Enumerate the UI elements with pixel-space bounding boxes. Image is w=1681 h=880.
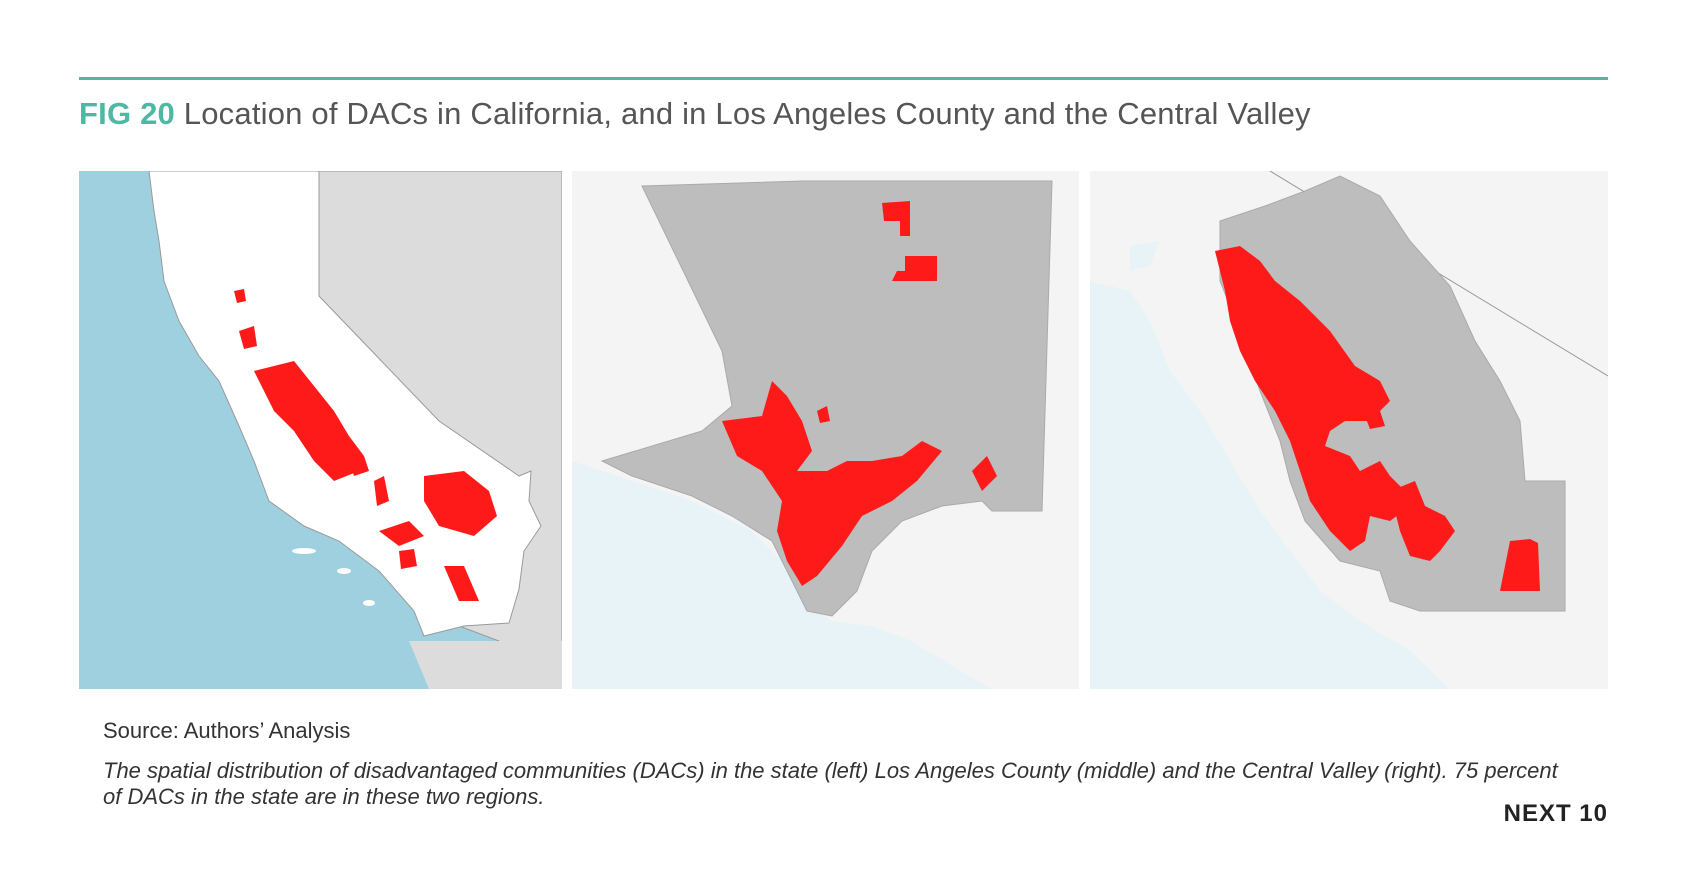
- channel-island: [363, 600, 375, 606]
- dac-los-angeles: [379, 521, 424, 546]
- dac-central-valley-main: [1215, 246, 1410, 551]
- figure-title-text: Location of DACs in California, and in L…: [183, 96, 1311, 131]
- ocean: [1090, 281, 1450, 689]
- central-valley-map-svg: [1090, 171, 1608, 689]
- brand-logo: NEXT 10: [1503, 800, 1608, 827]
- ocean: [572, 461, 992, 689]
- figure-title: FIG 20 Location of DACs in California, a…: [79, 96, 1311, 132]
- los-angeles-county-map: [572, 171, 1079, 689]
- dac-desert: [424, 471, 497, 536]
- san-francisco-bay: [1130, 241, 1160, 271]
- dac-patch: [239, 326, 257, 349]
- dac-patch: [817, 406, 830, 423]
- la-county-region: [600, 180, 1053, 617]
- dac-patch: [399, 549, 417, 569]
- source-note: Source: Authors’ Analysis: [103, 718, 351, 743]
- dac-patch: [1365, 411, 1385, 429]
- dac-east: [1500, 539, 1540, 591]
- dac-pomona: [972, 456, 997, 491]
- los-angeles-county-map-svg: [572, 171, 1079, 689]
- dac-patch: [374, 476, 389, 506]
- dac-los-angeles-basin: [722, 381, 942, 586]
- dac-central-valley: [254, 361, 364, 481]
- figure-label: FIG 20: [79, 96, 175, 131]
- channel-island: [337, 568, 351, 574]
- central-valley-region: [1219, 175, 1566, 612]
- dac-patch: [234, 289, 246, 303]
- channel-island: [292, 548, 316, 554]
- figure-caption: The spatial distribution of disadvantage…: [103, 758, 1558, 809]
- california-map-svg: [79, 171, 562, 689]
- dac-antelope-valley-north: [882, 201, 910, 236]
- dac-patch: [349, 456, 369, 476]
- central-valley-map: [1090, 171, 1608, 689]
- neighbor-mexico: [409, 641, 562, 689]
- dac-kern: [1390, 481, 1455, 561]
- dac-antelope-valley: [892, 256, 937, 281]
- header-rule: [79, 77, 1608, 80]
- california-map: [79, 171, 562, 689]
- dac-imperial: [444, 566, 479, 601]
